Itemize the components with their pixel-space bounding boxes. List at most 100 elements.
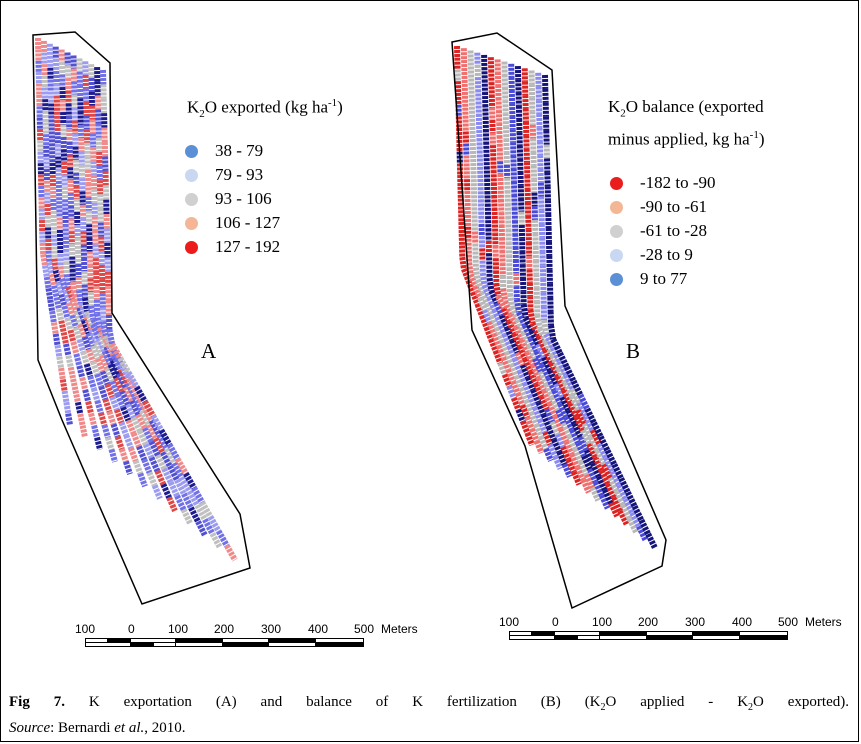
field-strip-segment	[515, 408, 526, 423]
field-strip-segment	[591, 421, 604, 439]
scale-tick-label: 400	[308, 622, 329, 636]
field-strip-segment	[541, 389, 553, 405]
field-strip-segment	[114, 435, 125, 451]
field-strip-segment	[81, 319, 92, 335]
field-strip-segment	[199, 500, 214, 519]
field-strip-segment	[123, 460, 133, 476]
field-strip-segment	[608, 501, 620, 518]
field-strip-segment	[557, 402, 569, 419]
field-strip-segment	[98, 412, 108, 427]
legend-swatch	[185, 217, 198, 230]
field-strip-segment	[514, 318, 527, 334]
field-strip-segment	[96, 336, 108, 353]
field-strip-segment	[195, 520, 208, 537]
field-strip-segment	[577, 435, 590, 452]
field-strip-segment	[104, 383, 115, 399]
field-strip-segment	[493, 283, 502, 297]
field-strip-segment	[533, 350, 546, 366]
field-strip-segment	[546, 425, 557, 441]
field-strip-segment	[65, 355, 74, 368]
field-strip-segment	[626, 517, 639, 534]
field-strip-segment	[569, 428, 581, 445]
field-strip-segment	[94, 436, 103, 451]
field-strip-segment	[554, 375, 567, 392]
field-strip-segment	[519, 404, 531, 419]
field-strip-segment	[76, 338, 87, 353]
field-strip-segment	[65, 413, 73, 426]
field-strip-segment	[142, 400, 156, 418]
field-strip-segment	[51, 285, 60, 299]
field-strip-segment	[69, 298, 80, 313]
field-strip-segment	[117, 356, 132, 375]
field-strip-segment	[583, 448, 596, 465]
field-strip-segment	[604, 449, 617, 466]
field-strip-segment	[522, 381, 533, 397]
field-strip-segment	[558, 427, 570, 443]
field-strip-segment	[520, 331, 532, 347]
field-strip-segment	[486, 296, 498, 311]
field-strip-segment	[527, 394, 538, 409]
field-strip-segment	[71, 293, 83, 309]
field-strip-segment	[109, 395, 120, 411]
field-strip-segment	[105, 436, 115, 451]
field-strip-segment	[154, 469, 167, 486]
field-strip-segment	[63, 273, 72, 288]
field-strip-segment	[91, 424, 100, 439]
field-strip-segment	[548, 324, 557, 340]
legend-item: 38 - 79	[185, 139, 280, 163]
field-strip-segment	[137, 472, 148, 488]
scale-tick-label: 300	[261, 622, 282, 636]
field-strip-segment	[66, 302, 76, 317]
scale-bar-segments	[85, 638, 364, 647]
field-strip-segment	[551, 438, 563, 454]
field-strip-segment	[548, 362, 561, 378]
field-strip-segment	[54, 344, 63, 358]
field-strip-segment	[529, 427, 540, 443]
scale-bar-a: 100 0 100 200 300 400 500 Meters	[75, 622, 418, 652]
field-strip-segment	[85, 348, 96, 363]
maps-canvas	[32, 31, 667, 610]
field-strip-segment	[483, 326, 494, 341]
field-strip-segment	[542, 430, 554, 446]
field-strip-segment	[131, 416, 143, 433]
field-strip-segment	[509, 339, 521, 354]
field-strip-segment	[533, 439, 545, 455]
field-strip-segment	[598, 469, 611, 486]
field-strip-segment	[563, 415, 575, 432]
field-strip-segment	[556, 367, 568, 385]
field-strip-segment	[58, 367, 66, 380]
field-strip-segment	[507, 293, 515, 308]
field-strip-segment	[560, 421, 573, 438]
legend-item: 106 - 127	[185, 211, 280, 235]
field-strip-segment	[616, 483, 629, 501]
field-strip-segment	[119, 389, 131, 406]
field-strip-segment	[72, 389, 81, 403]
field-strip-segment	[550, 337, 563, 355]
field-strip-segment	[135, 413, 148, 430]
field-strip-segment	[524, 351, 536, 367]
field-strips-a	[35, 37, 238, 562]
field-strip-segment	[472, 285, 483, 300]
scale-tick-label: 500	[778, 615, 799, 629]
field-strip-segment	[500, 288, 509, 302]
field-strip-segment	[99, 354, 110, 370]
field-strip-segment	[507, 312, 520, 329]
field-strip-segment	[50, 322, 59, 335]
field-strip-segment	[151, 484, 163, 500]
field-strip-segment	[207, 515, 222, 533]
field-strip-segment	[76, 289, 84, 304]
legend-swatch	[610, 249, 623, 262]
scale-tick-label: 200	[638, 615, 659, 629]
field-strip-segment	[466, 262, 474, 275]
field-strip-segment	[596, 475, 608, 492]
field-strip-segment	[563, 440, 575, 456]
field-strip-segment	[166, 443, 181, 461]
field-strip-segment	[107, 363, 120, 380]
scale-tick-label: 300	[685, 615, 706, 629]
legend-b: -182 to -90 -90 to -61 -61 to -28 -28 to…	[610, 171, 716, 291]
legend-item: -28 to 9	[610, 243, 716, 267]
field-strip-segment	[461, 267, 472, 282]
field-strip-segment	[76, 306, 87, 322]
field-strip-segment	[557, 351, 570, 369]
field-strip-segment	[80, 351, 90, 365]
